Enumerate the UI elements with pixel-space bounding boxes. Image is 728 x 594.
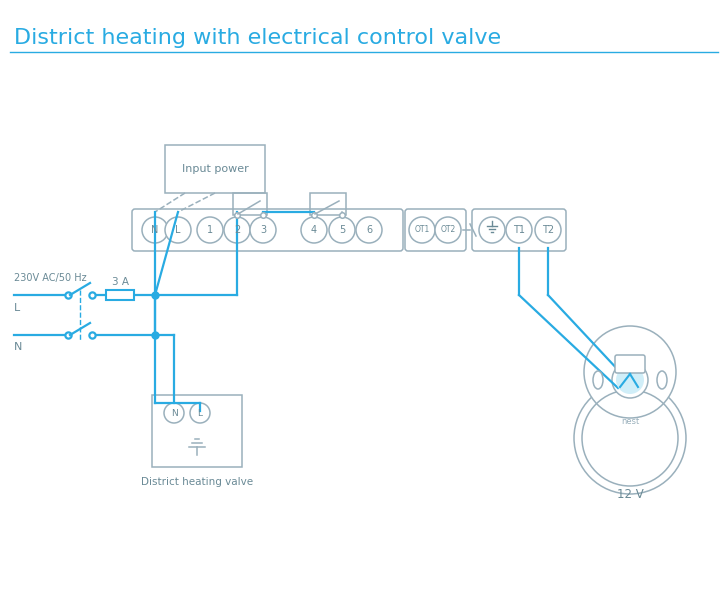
FancyBboxPatch shape <box>405 209 466 251</box>
Circle shape <box>479 217 505 243</box>
Text: L: L <box>175 225 181 235</box>
Text: nest: nest <box>620 355 641 365</box>
Ellipse shape <box>593 371 603 389</box>
Text: District heating with electrical control valve: District heating with electrical control… <box>14 28 501 48</box>
Text: nest: nest <box>621 418 639 426</box>
FancyBboxPatch shape <box>152 395 242 467</box>
Text: N: N <box>151 225 159 235</box>
Text: L: L <box>14 303 20 313</box>
Circle shape <box>329 217 355 243</box>
Text: 4: 4 <box>311 225 317 235</box>
Text: OT1: OT1 <box>414 226 430 235</box>
FancyBboxPatch shape <box>615 355 645 373</box>
Text: L: L <box>197 409 202 418</box>
Circle shape <box>224 217 250 243</box>
Text: 3 A: 3 A <box>111 277 129 287</box>
Text: 6: 6 <box>366 225 372 235</box>
Circle shape <box>506 217 532 243</box>
Circle shape <box>164 403 184 423</box>
Circle shape <box>165 217 191 243</box>
FancyBboxPatch shape <box>472 209 566 251</box>
Circle shape <box>301 217 327 243</box>
Text: OT2: OT2 <box>440 226 456 235</box>
Text: 1: 1 <box>207 225 213 235</box>
Text: 5: 5 <box>339 225 345 235</box>
FancyBboxPatch shape <box>132 209 403 251</box>
Circle shape <box>190 403 210 423</box>
Circle shape <box>356 217 382 243</box>
Circle shape <box>250 217 276 243</box>
Circle shape <box>612 362 648 398</box>
Circle shape <box>409 217 435 243</box>
Text: N: N <box>14 342 23 352</box>
Circle shape <box>197 217 223 243</box>
Text: 2: 2 <box>234 225 240 235</box>
FancyBboxPatch shape <box>106 290 134 300</box>
Circle shape <box>535 217 561 243</box>
Circle shape <box>574 382 686 494</box>
Text: Input power: Input power <box>181 164 248 174</box>
Circle shape <box>435 217 461 243</box>
Circle shape <box>616 366 644 394</box>
Text: T2: T2 <box>542 225 554 235</box>
Text: T1: T1 <box>513 225 525 235</box>
Circle shape <box>584 326 676 418</box>
Circle shape <box>142 217 168 243</box>
FancyBboxPatch shape <box>165 145 265 193</box>
Text: District heating valve: District heating valve <box>141 477 253 487</box>
Ellipse shape <box>657 371 667 389</box>
Text: 230V AC/50 Hz: 230V AC/50 Hz <box>14 273 87 283</box>
Text: 12 V: 12 V <box>617 488 644 501</box>
Text: N: N <box>170 409 178 418</box>
Text: 3: 3 <box>260 225 266 235</box>
